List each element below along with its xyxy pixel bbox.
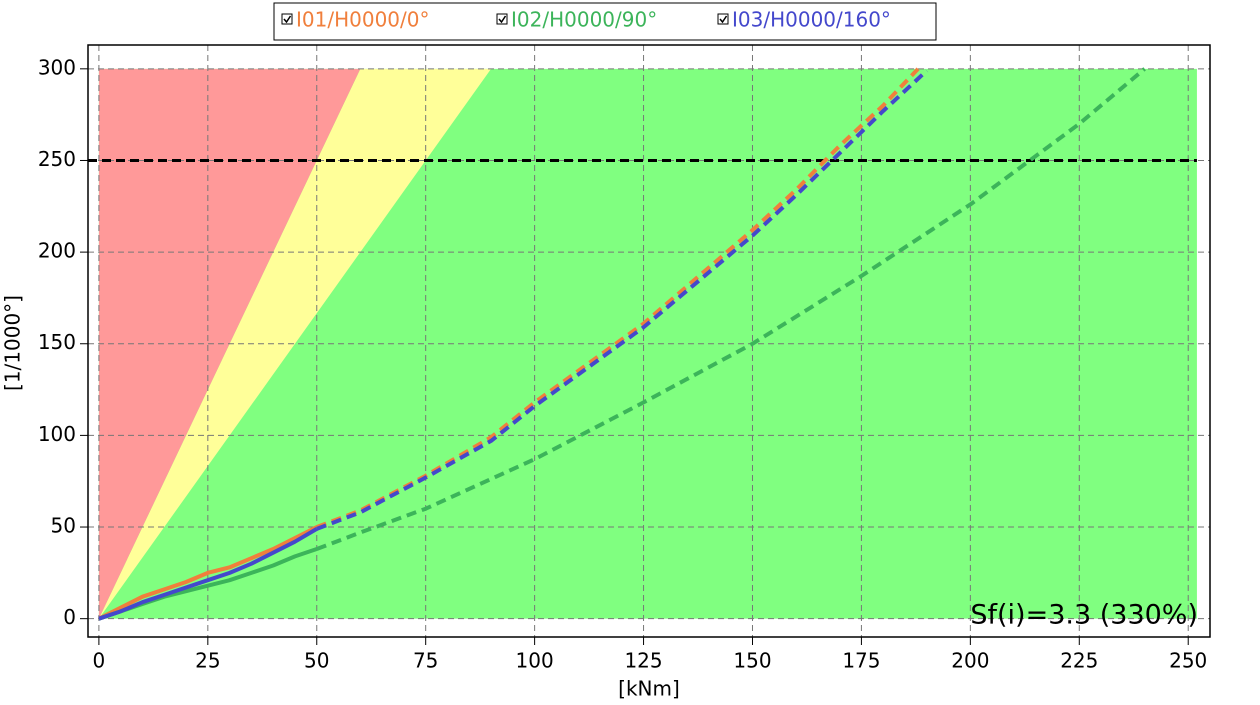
legend-label: I02/H0000/90°	[511, 8, 657, 32]
x-tick-label: 50	[304, 649, 329, 673]
x-axis-label: [kNm]	[618, 677, 680, 701]
legend-check	[498, 15, 507, 24]
series-line-extrapolated	[316, 67, 920, 529]
plot-frame	[87, 44, 1211, 638]
legend-label: I03/H0000/160°	[732, 8, 891, 32]
series-line-extrapolated	[316, 69, 929, 531]
y-tick-label: 300	[38, 55, 76, 79]
y-tick-label: 250	[38, 147, 76, 171]
legend-check	[283, 15, 292, 24]
zones	[98, 68, 1197, 619]
x-tick-label: 0	[93, 649, 106, 673]
x-tick-label: 175	[842, 649, 880, 673]
x-tick-label: 250	[1169, 649, 1207, 673]
y-tick-label: 150	[38, 330, 76, 354]
y-axis-label: [1/1000°]	[1, 295, 25, 391]
y-tick-label: 0	[63, 605, 76, 629]
legend-box	[273, 2, 937, 41]
y-tick-label: 50	[51, 514, 76, 538]
series-line-measured	[98, 527, 318, 621]
zone	[98, 68, 361, 619]
legend-checkbox[interactable]	[717, 13, 729, 25]
y-tick-label: 200	[38, 239, 76, 263]
series-line-extrapolated	[316, 67, 1146, 551]
legend-check	[719, 15, 728, 24]
legend-checkbox[interactable]	[496, 13, 508, 25]
x-tick-label: 25	[195, 649, 220, 673]
series-line-measured	[97, 525, 318, 621]
annotation: Sf(i)=3.3 (330%)	[970, 600, 1198, 631]
legend-label: I01/H0000/0°	[296, 8, 430, 32]
y-tick-label: 100	[38, 422, 76, 446]
x-tick-label: 200	[951, 649, 989, 673]
x-tick-label: 225	[1060, 649, 1098, 673]
x-tick-label: 100	[516, 649, 554, 673]
x-tick-label: 150	[733, 649, 771, 673]
lines	[88, 67, 1197, 621]
legend: I01/H0000/0° I02/H0000/90° I03/H0000/160°	[281, 8, 891, 32]
zone	[98, 68, 492, 619]
axes: 0 25 50 75 100 125 150 175 200 225 250 0 50 100 150 200…	[38, 55, 1207, 672]
legend-checkbox[interactable]	[281, 13, 293, 25]
x-tick-label: 125	[624, 649, 662, 673]
x-tick-label: 75	[413, 649, 438, 673]
